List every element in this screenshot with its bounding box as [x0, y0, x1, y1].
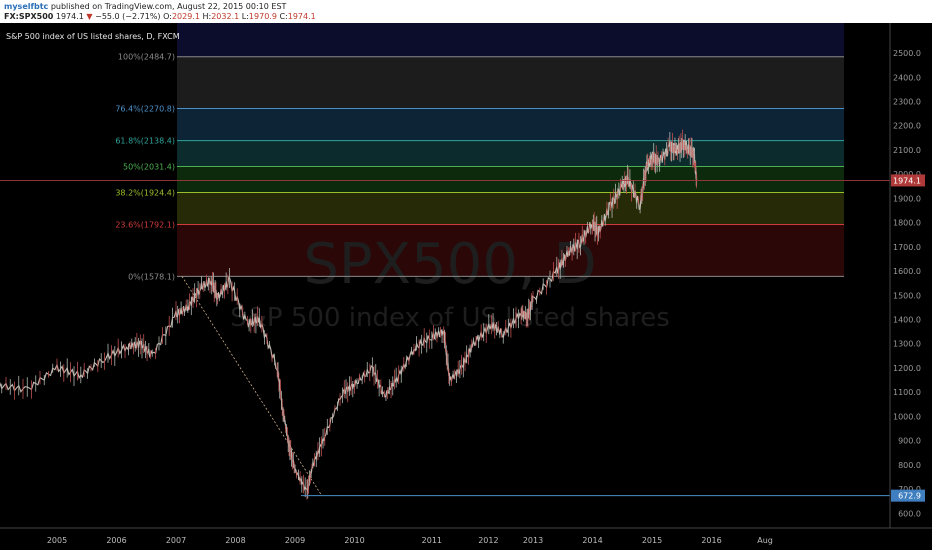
y-tick-label: 600.0 [893, 509, 921, 518]
low-label: L: [241, 12, 249, 21]
author-line: myselfbtc published on TradingView.com, … [4, 1, 286, 12]
fib-label: 100%(2484.7) [118, 53, 175, 62]
close-value: 1974.1 [287, 12, 316, 21]
watermark-description: S&P 500 index of US listed shares [230, 303, 670, 333]
close-label: C: [279, 12, 288, 21]
fib-lines: 100%(2484.7) 76.4%(2270.8) 61.8%(2138.4) 50… [115, 53, 844, 281]
fib-zone [177, 56, 844, 109]
x-tick-label: 2012 [478, 536, 498, 545]
fib-label: 38.2%(1924.4) [115, 188, 175, 197]
fib-zone [177, 108, 844, 141]
y-tick-label: 1800.0 [893, 219, 921, 228]
low-price-badge [891, 489, 925, 502]
price-series [0, 129, 698, 500]
y-tick-label: 1100.0 [893, 388, 921, 397]
published-text: published on TradingView.com, August 22,… [50, 2, 287, 11]
time-axis: 2005 2006 2007 2008 2009 2010 2011 2012 2013 2014… [0, 527, 932, 550]
fib-zones [177, 23, 844, 277]
fib-zone [177, 192, 844, 225]
price-change: −55.0 (−2.71%) [95, 12, 161, 21]
down-arrow-icon: ▼ [86, 12, 93, 21]
x-tick-label: 2008 [225, 536, 245, 545]
chart-header: myselfbtc published on TradingView.com, … [0, 0, 932, 23]
fib-zone [177, 166, 844, 193]
x-tick-label: 2006 [106, 536, 126, 545]
x-tick-label: 2011 [422, 536, 442, 545]
fib-label: 50%(2031.4) [123, 163, 175, 172]
y-tick-label: 700.0 [893, 485, 921, 494]
x-tick-label: Aug [757, 536, 773, 545]
y-tick-label: 1000.0 [893, 412, 921, 421]
watermark-symbol: SPX500, D [303, 232, 596, 297]
chart-area[interactable]: SPX500, D S&P 500 index of US listed sha… [0, 23, 932, 550]
fib-zone [177, 23, 844, 57]
x-tick-label: 2014 [582, 536, 602, 545]
open-value: 2029.1 [171, 12, 200, 21]
y-tick-label: 1500.0 [893, 291, 921, 300]
last-price: 1974.1 [55, 12, 84, 21]
time-axis-bg [0, 528, 932, 550]
y-tick-label: 1600.0 [893, 267, 921, 276]
x-tick-label: 2010 [344, 536, 364, 545]
y-tick-label: 1400.0 [893, 316, 921, 325]
y-tick-label: 2300.0 [893, 97, 921, 106]
price-axis: 600.0 700.0 800.0 900.0 1000.0 1100.0 1200.… [889, 23, 932, 550]
y-tick-label: 900.0 [893, 437, 921, 446]
last-price-badge-label: 1974.1 [893, 176, 921, 185]
y-tick-label: 1900.0 [893, 194, 921, 203]
y-tick-label: 2500.0 [893, 49, 921, 58]
x-tick-label: 2016 [701, 536, 721, 545]
low-value: 1970.9 [248, 12, 277, 21]
y-tick-label: 1300.0 [893, 340, 921, 349]
x-tick-label: 2013 [523, 536, 543, 545]
high-value: 2032.1 [211, 12, 240, 21]
fib-label: 61.8%(2138.4) [115, 137, 175, 146]
price-axis-bg [890, 23, 932, 550]
fib-zone [177, 224, 844, 277]
author-link[interactable]: myselfbtc [4, 2, 49, 11]
fib-label: 23.6%(1792.1) [115, 221, 175, 230]
high-label: H: [202, 12, 212, 21]
fib-label: 0%(1578.1) [128, 272, 175, 281]
low-price-badge-label: 672.9 [898, 492, 921, 501]
y-tick-label: 2200.0 [893, 122, 921, 131]
fib-label: 76.4%(2270.8) [115, 105, 175, 114]
symbol-label: FX:SPX500 [4, 12, 54, 21]
last-price-badge [891, 174, 925, 187]
x-tick-label: 2007 [166, 536, 186, 545]
y-tick-label: 2100.0 [893, 146, 921, 155]
price-chart[interactable]: SPX500, D S&P 500 index of US listed sha… [0, 23, 932, 550]
y-tick-label: 800.0 [893, 461, 921, 470]
annotations [0, 180, 890, 497]
x-tick-label: 2009 [285, 536, 305, 545]
open-label: O: [163, 12, 172, 21]
y-tick-label: 1200.0 [893, 364, 921, 373]
chart-title: S&P 500 index of US listed shares, D, FX… [6, 32, 180, 41]
x-tick-label: 2005 [47, 536, 67, 545]
fib-zone [177, 140, 844, 167]
y-tick-label: 1700.0 [893, 243, 921, 252]
watermark: SPX500, D S&P 500 index of US listed sha… [230, 232, 670, 333]
x-tick-label: 2015 [642, 536, 662, 545]
ohlc-line: FX:SPX500 1974.1 ▼ −55.0 (−2.71%) O:2029… [4, 11, 316, 22]
y-tick-label: 2400.0 [893, 73, 921, 82]
trend-line [181, 276, 323, 496]
